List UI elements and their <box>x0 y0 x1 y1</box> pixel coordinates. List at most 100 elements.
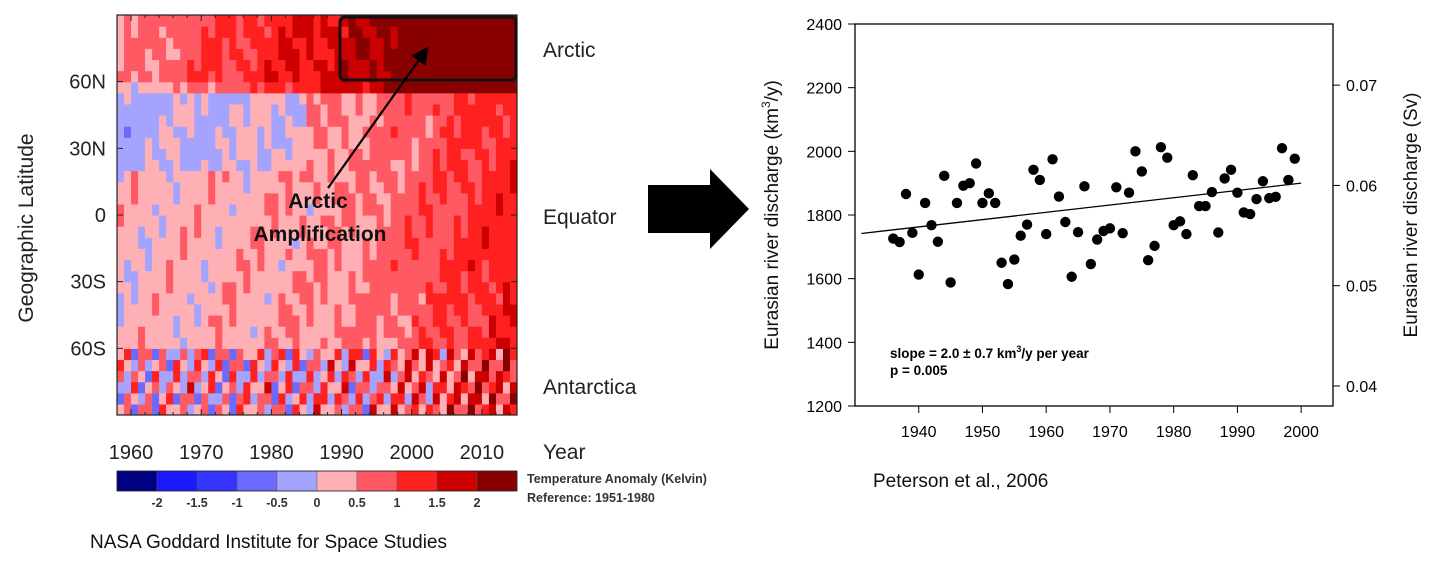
heatmap-cell <box>495 381 504 394</box>
heatmap-cell <box>285 237 294 249</box>
heatmap-cell <box>257 370 265 383</box>
heatmap-cell <box>187 292 195 305</box>
heatmap-cell <box>397 348 406 361</box>
heatmap-cell <box>453 237 462 249</box>
heatmap-cell <box>243 15 251 27</box>
heatmap-cell <box>152 15 160 27</box>
heatmap-cell <box>509 292 517 305</box>
heatmap-cell <box>201 303 209 316</box>
heatmap-cell <box>320 337 329 349</box>
heatmap-cell <box>257 303 265 316</box>
heatmap-cell <box>229 348 237 361</box>
heatmap-cell <box>460 48 469 61</box>
heatmap-cell <box>201 259 209 272</box>
heatmap-cell <box>474 181 483 194</box>
heatmap-cell <box>180 181 188 194</box>
heatmap-cell <box>208 192 216 205</box>
heatmap-cell <box>222 348 230 361</box>
heatmap-cell <box>117 303 125 316</box>
heatmap-cell <box>222 392 230 405</box>
heatmap-cell <box>173 148 181 161</box>
heatmap-cell <box>390 303 399 316</box>
heatmap-cell <box>495 48 504 61</box>
heatmap-cell <box>397 237 406 249</box>
heatmap-cell <box>166 181 174 194</box>
heatmap-cell <box>334 226 343 238</box>
heatmap-cell <box>264 148 272 161</box>
heatmap-cell <box>180 115 188 127</box>
heatmap-cell <box>383 192 392 205</box>
heatmap-cell <box>439 92 448 105</box>
heatmap-cell <box>425 326 434 338</box>
heatmap-cell <box>250 192 258 205</box>
heatmap-cell <box>432 37 441 49</box>
heatmap-cell <box>488 103 497 116</box>
heatmap-cell <box>292 137 301 149</box>
heatmap-cell <box>327 370 336 383</box>
heatmap-cell <box>460 326 469 338</box>
heatmap-cell <box>509 103 517 116</box>
heatmap-cell <box>173 237 181 249</box>
heatmap-cell <box>383 270 392 283</box>
heatmap-cell <box>446 159 455 172</box>
heatmap-cell <box>208 148 216 161</box>
heatmap-cell <box>271 337 280 349</box>
heatmap-cell <box>425 348 434 361</box>
heatmap-cell <box>229 403 237 415</box>
heatmap-cell <box>418 70 427 83</box>
heatmap-cell <box>215 103 223 116</box>
heatmap-cell <box>383 170 392 183</box>
heatmap-cell <box>432 315 441 327</box>
heatmap-cell <box>362 159 371 172</box>
heatmap-cell <box>404 359 413 372</box>
heatmap-cell <box>502 348 511 361</box>
heatmap-cell <box>117 26 125 38</box>
heatmap-cell <box>495 181 504 194</box>
heatmap-cell <box>215 215 223 227</box>
heatmap-cell <box>334 248 343 261</box>
heatmap-cell <box>229 170 237 183</box>
heatmap-cell <box>278 381 287 394</box>
heatmap-cell <box>229 37 237 49</box>
heatmap-cell <box>180 92 188 105</box>
heatmap-cell <box>348 226 357 238</box>
heatmap-cell <box>292 203 301 216</box>
heatmap-cell <box>488 359 497 372</box>
heatmap-cell <box>236 170 244 183</box>
heatmap-cell <box>320 103 329 116</box>
heatmap-cell <box>404 103 413 116</box>
arctic-highlight-box[interactable] <box>338 15 518 82</box>
heatmap-cell <box>138 15 146 27</box>
heatmap-cell <box>159 315 167 327</box>
heatmap-cell <box>159 70 167 83</box>
heatmap-cell <box>467 359 476 372</box>
heatmap-cell <box>502 170 511 183</box>
heatmap-cell <box>439 148 448 161</box>
heatmap-cell <box>166 103 174 116</box>
heatmap-cell <box>180 159 188 172</box>
heatmap-cell <box>460 315 469 327</box>
heatmap-cell <box>257 181 265 194</box>
heatmap-cell <box>446 248 455 261</box>
heatmap-cell <box>292 215 301 227</box>
heatmap-cell <box>418 259 427 272</box>
heatmap-cell <box>243 315 251 327</box>
heatmap-cell <box>138 48 146 61</box>
heatmap-cell <box>327 237 336 249</box>
heatmap-cell <box>173 115 181 127</box>
heatmap-cell <box>117 359 125 372</box>
heatmap-cell <box>488 137 497 149</box>
heatmap-cell <box>215 403 223 415</box>
heatmap-cell <box>201 170 209 183</box>
heatmap-cell <box>285 92 294 105</box>
heatmap-cell <box>425 281 434 294</box>
heatmap-cell <box>250 337 258 349</box>
heatmap-cell <box>313 81 322 94</box>
heatmap-cell <box>222 15 230 27</box>
heatmap-cell <box>250 259 258 272</box>
heatmap-cell <box>222 70 230 83</box>
colorbar: -2 -1.5 -1 -0.5 0 0.5 1 1.5 2 Temperature Anomal… <box>116 470 707 510</box>
heatmap-cell <box>201 315 209 327</box>
heatmap-cell <box>418 170 427 183</box>
heatmap-cell <box>411 381 420 394</box>
